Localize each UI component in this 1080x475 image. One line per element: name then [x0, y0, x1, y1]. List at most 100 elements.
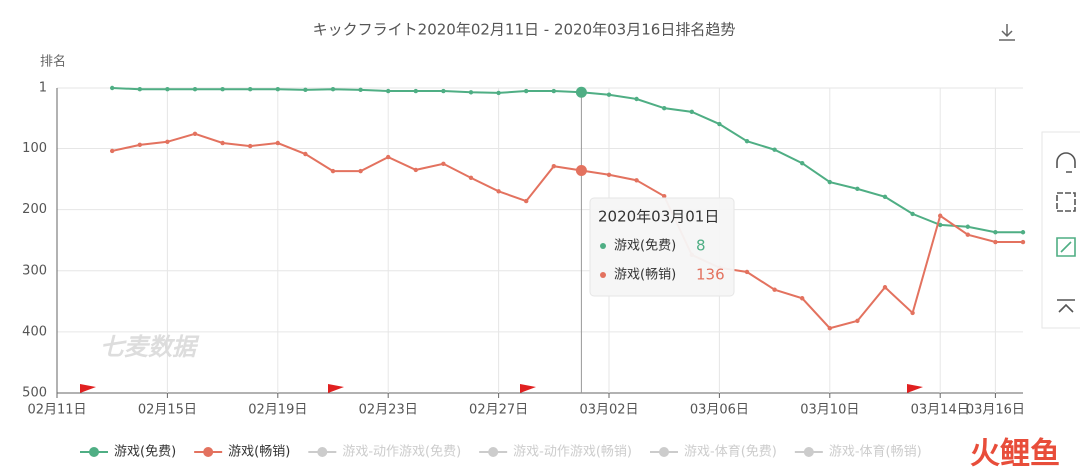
data-point [634, 178, 639, 183]
x-tick-label: 02月19日 [248, 403, 307, 418]
data-point [220, 87, 225, 92]
legend-label: 游戏-体育(免费) [684, 444, 777, 460]
data-point [606, 172, 612, 177]
data-point [413, 167, 418, 173]
tooltip-dot [600, 272, 606, 278]
data-point [993, 230, 998, 235]
data-point [330, 168, 336, 174]
data-point [110, 85, 115, 91]
data-point [220, 140, 225, 146]
data-point [137, 142, 142, 148]
y-tick-label: 1 [39, 81, 47, 96]
data-point [855, 318, 860, 324]
data-point [662, 193, 667, 199]
legend-dot [203, 447, 214, 457]
y-tick-label: 400 [22, 324, 47, 339]
data-point [496, 189, 501, 194]
series-line [111, 132, 1023, 330]
data-point [192, 131, 198, 137]
data-point [441, 88, 446, 94]
chart-title: キックフライト2020年02月11日 - 2020年03月16日排名趋势 [313, 21, 736, 39]
data-point [413, 88, 418, 94]
data-point [441, 161, 446, 166]
data-point [744, 269, 750, 275]
data-point [1020, 230, 1026, 235]
legend-dot [89, 447, 99, 457]
logo: 火鲤鱼 [970, 437, 1060, 472]
data-point [744, 138, 750, 144]
x-tick-label: 03月06日 [690, 403, 749, 418]
data-point [275, 140, 280, 146]
event-flags [80, 384, 923, 400]
data-point [468, 175, 474, 181]
data-point [192, 87, 198, 92]
data-point [575, 165, 587, 177]
data-point [358, 87, 363, 93]
x-tick-label: 02月15日 [138, 403, 197, 418]
data-point [882, 194, 888, 199]
data-point [882, 285, 888, 290]
y-tick-label: 100 [22, 141, 47, 156]
y-axis-label: 排名 [40, 54, 66, 70]
tooltip-dot [600, 243, 606, 249]
data-point [1020, 239, 1026, 245]
data-point [358, 168, 363, 174]
x-tick-label: 03月14日 [911, 403, 970, 418]
legend-dot [488, 447, 499, 457]
data-point [303, 87, 308, 93]
data-point [938, 222, 943, 228]
side-toolbar[interactable] [1041, 131, 1080, 329]
watermark: 七麦数据 [100, 333, 200, 361]
data-point [938, 213, 943, 218]
data-point [303, 151, 308, 157]
data-point [248, 143, 253, 149]
data-point [855, 186, 860, 192]
data-point [137, 87, 142, 92]
data-point [524, 88, 529, 94]
legend-label: 游戏-动作游戏(免费) [342, 445, 461, 460]
data-point [772, 147, 777, 152]
legend-dot [659, 447, 669, 457]
data-point [524, 198, 529, 204]
tooltip-title: 2020年03月01日 [598, 208, 719, 226]
data-point [689, 109, 694, 115]
data-point [606, 92, 612, 97]
data-point [800, 296, 805, 301]
y-tick-label: 300 [22, 263, 47, 278]
data-point [965, 224, 970, 229]
data-point [468, 90, 474, 95]
data-point [717, 121, 722, 127]
x-tick-label: 02月11日 [27, 403, 86, 418]
tooltip-value: 136 [696, 266, 725, 284]
download-icon[interactable] [999, 24, 1015, 41]
tooltip-value: 8 [696, 237, 706, 255]
legend-label: 游戏(畅销) [228, 445, 290, 460]
data-point [910, 211, 915, 217]
data-point [386, 154, 391, 160]
x-tick-label: 03月10日 [800, 403, 859, 418]
data-point [575, 86, 587, 98]
legend-label: 游戏(免费) [114, 445, 176, 460]
data-point [165, 139, 170, 144]
data-point [634, 96, 639, 102]
data-point [662, 105, 667, 111]
x-tick-label: 03月02日 [579, 403, 638, 418]
legend-label: 游戏-体育(畅销) [829, 444, 922, 460]
data-point [993, 239, 998, 245]
data-point [965, 232, 970, 237]
data-point [551, 88, 556, 94]
data-point [551, 164, 556, 169]
x-tick-label: 02月23日 [359, 403, 418, 418]
tooltip-box [589, 197, 735, 297]
tooltip-name: 游戏(畅销) [614, 268, 676, 283]
data-point [165, 87, 170, 92]
legend-label: 游戏-动作游戏(畅销) [513, 445, 632, 460]
data-point [827, 179, 832, 185]
data-point [275, 87, 280, 92]
data-point [330, 87, 336, 92]
data-point [110, 148, 115, 154]
tooltip-name: 游戏(免费) [614, 239, 676, 254]
data-point [827, 326, 832, 331]
